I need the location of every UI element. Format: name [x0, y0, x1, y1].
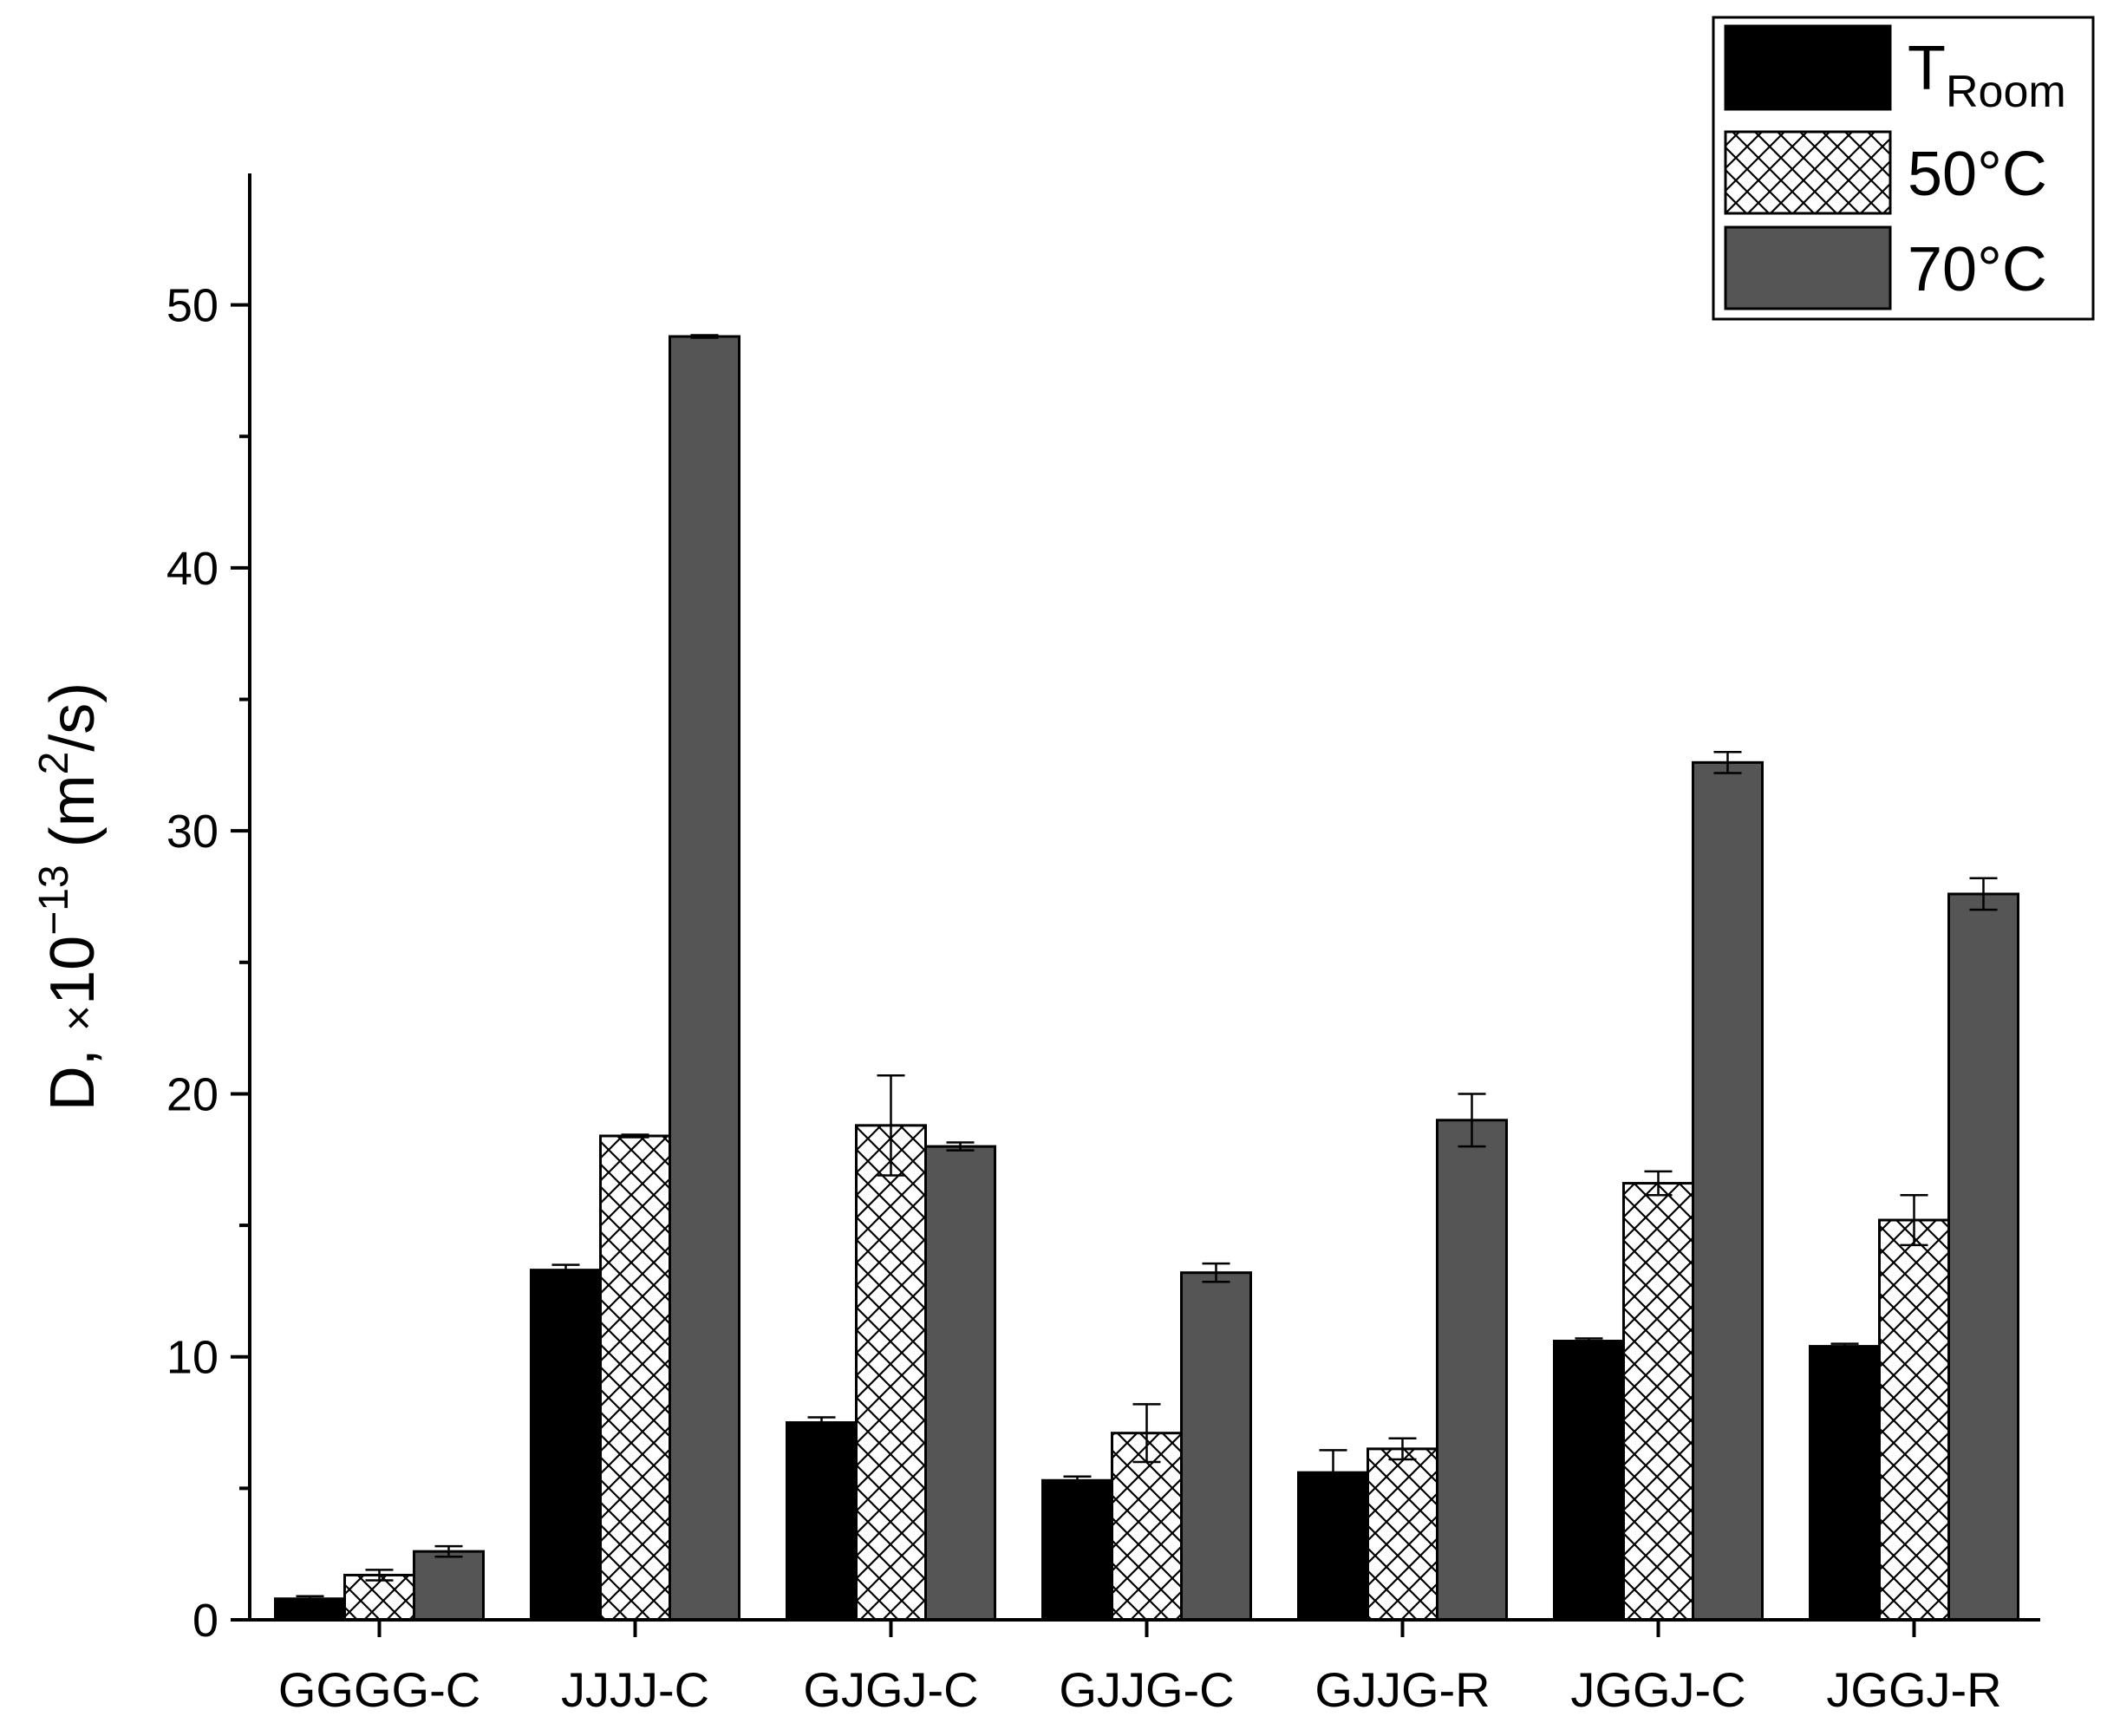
bar-troom-gjjg-c	[1041, 1478, 1113, 1622]
error-bar-70c-jggj-r	[1969, 877, 1998, 911]
y-tick-label-30: 30	[166, 806, 219, 858]
bar-50c-jjjj-c	[599, 1134, 671, 1622]
bar-troom-jggj-r	[1809, 1345, 1881, 1622]
legend-swatch-50c	[1724, 130, 1892, 215]
error-bar-50c-gggg-c	[365, 1569, 394, 1582]
x-ticks: GGGG-C JJJJ-C GJGJ-C GJJG-C GJJG-R JGGJ-C JGGJ…	[278, 1620, 2002, 1717]
error-bars-group	[296, 334, 1998, 1603]
legend-swatch-70c	[1724, 225, 1892, 310]
bar-70c-gjgj-c	[924, 1145, 996, 1622]
x-tick-label-gjjg-r: GJJG-R	[1314, 1662, 1490, 1717]
legend: TRoom 50°C 70°C	[1712, 16, 2095, 321]
error-bar-70c-gjgj-c	[946, 1141, 975, 1152]
y-tick-label-10: 10	[166, 1332, 219, 1384]
error-bar-70c-gjjg-c	[1202, 1262, 1230, 1283]
bar-70c-jjjj-c	[669, 335, 740, 1622]
y-tick-label-40: 40	[166, 543, 219, 595]
bar-50c-gjgj-c	[855, 1124, 927, 1622]
error-bar-70c-jjjj-c	[690, 334, 719, 339]
bar-troom-gjgj-c	[786, 1421, 858, 1622]
error-bar-troom-jggj-r	[1830, 1342, 1859, 1350]
x-tick-label-gggg-c: GGGG-C	[278, 1662, 480, 1717]
bar-50c-gjjg-r	[1367, 1447, 1438, 1622]
bar-50c-gggg-c	[343, 1573, 415, 1622]
bar-70c-gjjg-r	[1436, 1119, 1508, 1622]
bar-70c-jggj-c	[1692, 760, 1764, 1622]
error-bar-50c-gjjg-r	[1388, 1437, 1417, 1461]
legend-label-70c: 70°C	[1908, 235, 2047, 304]
error-bar-70c-jggj-c	[1713, 750, 1742, 774]
x-tick-label-gjjg-c: GJJG-C	[1059, 1662, 1234, 1717]
error-bar-50c-gjgj-c	[877, 1074, 905, 1177]
bar-70c-gggg-c	[413, 1550, 485, 1622]
legend-label-troom: TRoom	[1908, 34, 2066, 117]
legend-label-50c: 50°C	[1908, 140, 2047, 209]
error-bar-70c-gggg-c	[434, 1544, 463, 1558]
legend-swatch-troom	[1724, 24, 1892, 111]
x-tick-label-jggj-r: JGGJ-R	[1826, 1662, 2001, 1717]
bar-70c-gjjg-c	[1180, 1271, 1252, 1622]
legend-label-troom-sub: Room	[1946, 67, 2066, 117]
legend-label-troom-main: T	[1908, 34, 1946, 103]
y-axis-title: D, ×10−13 (m2/s)	[31, 682, 108, 1112]
bars-group	[274, 335, 2019, 1622]
y-ticks: 0 10 20 30 40 50	[166, 280, 250, 1647]
error-bar-troom-gggg-c	[296, 1595, 324, 1603]
y-tick-label-50: 50	[166, 280, 219, 332]
error-bar-troom-jggj-c	[1575, 1337, 1603, 1345]
y-tick-label-0: 0	[192, 1595, 219, 1647]
x-tick-label-jjjj-c: JJJJ-C	[561, 1662, 709, 1717]
bar-70c-jggj-r	[1947, 892, 2019, 1622]
error-bar-troom-jjjj-c	[551, 1263, 580, 1276]
error-bar-troom-gjjg-c	[1063, 1475, 1092, 1486]
error-bar-50c-jjjj-c	[621, 1133, 649, 1139]
y-axis-title-unit-open: (m	[38, 774, 108, 865]
error-bar-troom-gjgj-c	[807, 1416, 836, 1429]
y-axis-title-main: D,	[38, 1031, 108, 1111]
bar-50c-jggj-r	[1878, 1218, 1950, 1622]
bar-50c-jggj-c	[1622, 1182, 1694, 1622]
y-axis-title-unit-exp: 2	[31, 752, 77, 775]
y-axis-title-exp: −13	[31, 865, 77, 935]
error-bar-70c-gjjg-r	[1458, 1093, 1486, 1148]
error-bar-50c-jggj-c	[1644, 1170, 1673, 1197]
error-bar-50c-gjjg-c	[1132, 1403, 1161, 1464]
y-axis-title-unit-close: /s)	[38, 682, 108, 752]
bar-troom-jjjj-c	[530, 1269, 602, 1622]
x-tick-label-gjgj-c: GJGJ-C	[803, 1662, 978, 1717]
axes	[248, 173, 2040, 1622]
y-tick-label-20: 20	[166, 1068, 219, 1120]
x-tick-label-jggj-c: JGGJ-C	[1570, 1662, 1745, 1717]
error-bar-50c-jggj-r	[1900, 1193, 1928, 1247]
y-axis-title-base: 10	[38, 936, 108, 1005]
error-bar-troom-gjjg-r	[1319, 1449, 1347, 1497]
bar-troom-jggj-c	[1553, 1340, 1625, 1622]
y-axis-title-times: ×	[54, 1005, 104, 1031]
